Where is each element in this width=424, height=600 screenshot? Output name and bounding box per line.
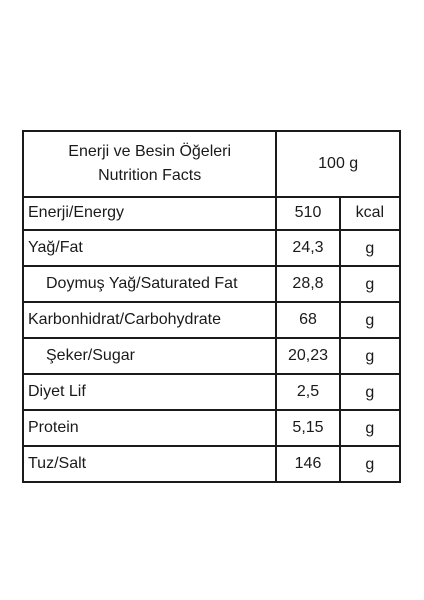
nutrient-name: Protein	[21, 409, 278, 447]
table-row: Yağ/Fat 24,3 g	[21, 229, 402, 267]
table-row: Tuz/Salt 146 g	[21, 445, 402, 483]
nutrient-unit: g	[338, 229, 402, 267]
header-title-line2: Nutrition Facts	[98, 167, 202, 184]
nutrient-value: 68	[275, 301, 341, 339]
nutrient-value: 5,15	[275, 409, 341, 447]
nutrient-name: Karbonhidrat/Carbohydrate	[21, 301, 278, 339]
table-row: Karbonhidrat/Carbohydrate 68 g	[21, 301, 402, 339]
nutrient-value: 24,3	[275, 229, 341, 267]
nutrient-name: Diyet Lif	[21, 373, 278, 411]
table-row: Doymuş Yağ/Saturated Fat 28,8 g	[21, 265, 402, 303]
table-row: Protein 5,15 g	[21, 409, 402, 447]
nutrient-value: 20,23	[275, 337, 341, 375]
serving-size-cell: 100 g	[275, 130, 401, 198]
nutrition-facts-table: Enerji ve Besin Öğeleri Nutrition Facts …	[21, 130, 402, 483]
nutrient-name: Tuz/Salt	[21, 445, 278, 483]
table-row: Enerji/Energy 510 kcal	[21, 196, 402, 231]
nutrient-unit: g	[338, 409, 402, 447]
header-title-cell: Enerji ve Besin Öğeleri Nutrition Facts	[21, 130, 278, 198]
nutrient-unit: g	[338, 301, 402, 339]
nutrient-unit: g	[338, 265, 402, 303]
nutrient-value: 28,8	[275, 265, 341, 303]
table-row: Diyet Lif 2,5 g	[21, 373, 402, 411]
nutrient-name: Şeker/Sugar	[21, 337, 278, 375]
nutrient-name: Enerji/Energy	[21, 196, 278, 231]
nutrient-value: 146	[275, 445, 341, 483]
table-header-row: Enerji ve Besin Öğeleri Nutrition Facts …	[21, 130, 401, 198]
nutrient-name: Doymuş Yağ/Saturated Fat	[21, 265, 278, 303]
table-row: Şeker/Sugar 20,23 g	[21, 337, 402, 375]
nutrient-unit: g	[338, 445, 402, 483]
nutrient-name: Yağ/Fat	[21, 229, 278, 267]
nutrient-value: 510	[275, 196, 341, 231]
nutrient-value: 2,5	[275, 373, 341, 411]
nutrient-unit: g	[338, 373, 402, 411]
header-title-line1: Enerji ve Besin Öğeleri	[68, 143, 232, 160]
nutrient-unit: kcal	[338, 196, 402, 231]
nutrient-unit: g	[338, 337, 402, 375]
